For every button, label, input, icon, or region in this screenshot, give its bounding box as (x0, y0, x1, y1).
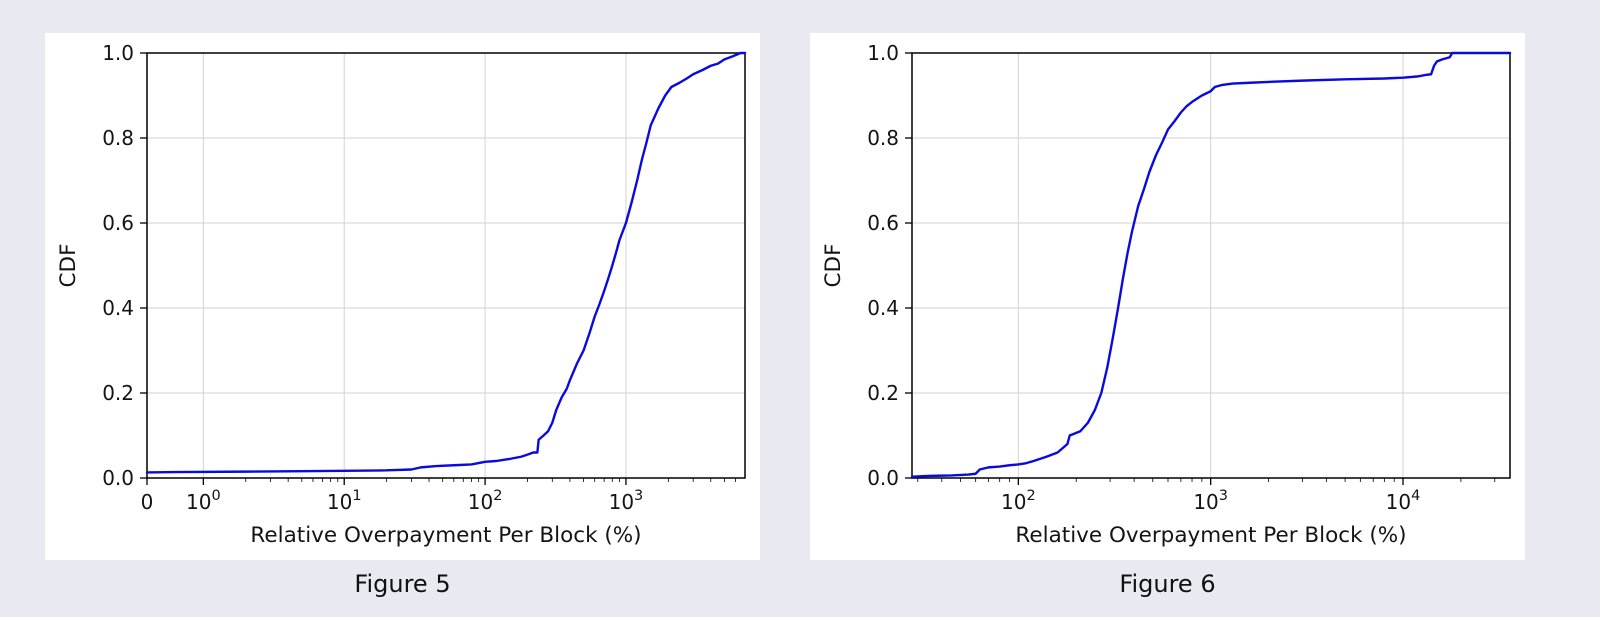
figure-5-card: 0 100 101 102 103 0.0 0.2 0.4 0.6 0.8 1.0 Relative … (45, 33, 760, 560)
svg-text:0.6: 0.6 (867, 211, 899, 235)
svg-text:0.0: 0.0 (867, 466, 899, 490)
page: 0 100 101 102 103 0.0 0.2 0.4 0.6 0.8 1.0 Relative … (45, 33, 1525, 598)
svg-text:0.8: 0.8 (867, 126, 899, 150)
svg-text:0.0: 0.0 (102, 466, 134, 490)
svg-text:0.6: 0.6 (102, 211, 134, 235)
svg-text:CDF: CDF (56, 244, 81, 288)
svg-text:Relative Overpayment Per Block: Relative Overpayment Per Block (%) (250, 523, 641, 548)
svg-text:102: 102 (468, 488, 503, 514)
svg-text:100: 100 (186, 488, 221, 514)
svg-text:Relative Overpayment Per Block: Relative Overpayment Per Block (%) (1015, 523, 1406, 548)
figure-6-caption: Figure 6 (1119, 570, 1216, 598)
svg-text:0: 0 (141, 490, 154, 514)
svg-text:103: 103 (1193, 488, 1228, 514)
svg-text:0.4: 0.4 (102, 296, 134, 320)
svg-text:0.4: 0.4 (867, 296, 899, 320)
svg-text:104: 104 (1386, 488, 1421, 514)
svg-text:1.0: 1.0 (867, 41, 899, 65)
svg-text:102: 102 (1001, 488, 1036, 514)
svg-text:CDF: CDF (821, 244, 846, 288)
figure-6-block: 102 103 104 0.0 0.2 0.4 0.6 0.8 1.0 Relative Over… (810, 33, 1525, 598)
svg-text:103: 103 (609, 488, 644, 514)
svg-text:0.2: 0.2 (867, 381, 899, 405)
svg-text:0.2: 0.2 (102, 381, 134, 405)
svg-text:101: 101 (327, 488, 362, 514)
figure-6-card: 102 103 104 0.0 0.2 0.4 0.6 0.8 1.0 Relative Over… (810, 33, 1525, 560)
figure-5-caption: Figure 5 (354, 570, 451, 598)
svg-text:0.8: 0.8 (102, 126, 134, 150)
svg-text:1.0: 1.0 (102, 41, 134, 65)
figure-6-cdf-chart: 102 103 104 0.0 0.2 0.4 0.6 0.8 1.0 Relative Over… (821, 41, 1512, 548)
figure-5-block: 0 100 101 102 103 0.0 0.2 0.4 0.6 0.8 1.0 Relative … (45, 33, 760, 598)
figure-5-cdf-chart: 0 100 101 102 103 0.0 0.2 0.4 0.6 0.8 1.0 Relative … (56, 41, 747, 548)
